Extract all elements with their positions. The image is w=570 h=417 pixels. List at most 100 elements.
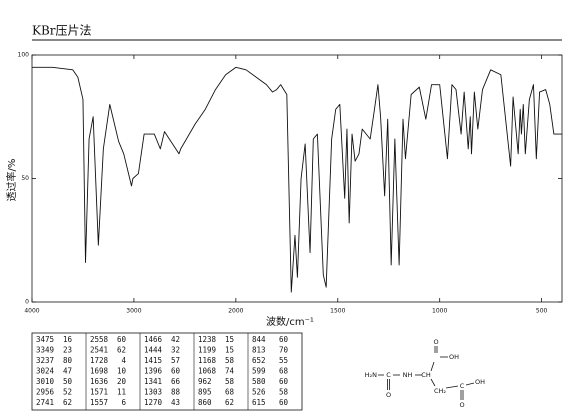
peak-wavenumber: 2541 [90, 346, 108, 355]
peak-transmittance: 80 [63, 356, 73, 365]
spectrum-line [32, 66, 562, 293]
y-tick-label: 50 [21, 175, 29, 182]
peak-wavenumber: 3237 [36, 356, 54, 365]
peak-transmittance: 88 [171, 388, 181, 397]
peak-wavenumber: 813 [252, 346, 266, 355]
peak-transmittance: 52 [63, 388, 72, 397]
peak-wavenumber: 860 [198, 398, 212, 407]
peak-wavenumber: 652 [252, 356, 266, 365]
x-tick-label: 500 [536, 308, 548, 315]
peak-table-frame [31, 332, 303, 411]
structure-label: O [433, 338, 438, 346]
peak-transmittance: 62 [225, 398, 234, 407]
peak-transmittance: 23 [63, 346, 72, 355]
peak-wavenumber: 2741 [36, 398, 54, 407]
peak-transmittance: 10 [117, 367, 127, 376]
x-axis-title: 波数/cm⁻¹ [266, 315, 314, 328]
peak-wavenumber: 3349 [36, 346, 54, 355]
peak-transmittance: 42 [171, 335, 180, 344]
peak-transmittance: 6 [121, 398, 126, 407]
peak-wavenumber: 526 [252, 388, 266, 397]
x-tick-label: 3000 [126, 308, 141, 315]
peak-wavenumber: 1238 [198, 335, 217, 344]
peak-wavenumber: 1199 [198, 346, 216, 355]
structure-label: CH [421, 371, 431, 379]
peak-transmittance: 47 [63, 367, 72, 376]
structure-label: C [386, 371, 391, 379]
bond [465, 382, 475, 386]
peak-transmittance: 60 [279, 398, 289, 407]
structure-label: O [386, 391, 391, 399]
peak-transmittance: 62 [63, 398, 72, 407]
peak-wavenumber: 2956 [36, 388, 55, 397]
peak-wavenumber: 3024 [36, 367, 55, 376]
peak-transmittance: 15 [225, 346, 234, 355]
peak-wavenumber: 895 [198, 388, 212, 397]
peak-wavenumber: 1415 [144, 356, 162, 365]
peak-wavenumber: 580 [252, 377, 266, 386]
peak-wavenumber: 3475 [36, 335, 54, 344]
peak-transmittance: 60 [279, 335, 289, 344]
peak-wavenumber: 1571 [90, 388, 108, 397]
peak-transmittance: 58 [279, 388, 289, 397]
peak-transmittance: 55 [279, 356, 288, 365]
peak-wavenumber: 599 [252, 367, 266, 376]
peak-transmittance: 57 [171, 356, 180, 365]
bond [445, 385, 459, 389]
peak-transmittance: 70 [279, 346, 289, 355]
peak-transmittance: 50 [63, 377, 73, 386]
peak-wavenumber: 3010 [36, 377, 55, 386]
x-tick-label: 1500 [330, 308, 345, 315]
bond [430, 378, 436, 387]
peak-transmittance: 60 [171, 367, 181, 376]
peak-transmittance: 32 [171, 346, 180, 355]
y-tick-label: 100 [18, 52, 30, 59]
peak-transmittance: 20 [117, 377, 127, 386]
peak-wavenumber: 1068 [198, 367, 217, 376]
x-tick-label: 1000 [432, 308, 447, 315]
peak-wavenumber: 1341 [144, 377, 162, 386]
peak-wavenumber: 1396 [144, 367, 163, 376]
structure-label: H₂N [365, 371, 377, 379]
peak-transmittance: 58 [225, 356, 235, 365]
peak-transmittance: 58 [225, 377, 235, 386]
structure-label: OH [475, 378, 485, 386]
peak-wavenumber: 1557 [90, 398, 108, 407]
peak-wavenumber: 1636 [90, 377, 109, 386]
peak-transmittance: 60 [279, 377, 289, 386]
peak-transmittance: 15 [225, 335, 234, 344]
structure-label: CH₂ [434, 387, 446, 395]
peak-wavenumber: 1444 [144, 346, 163, 355]
peak-wavenumber: 615 [252, 398, 266, 407]
peak-wavenumber: 844 [252, 335, 266, 344]
y-axis-title: 透过率/% [5, 159, 18, 202]
peak-transmittance: 66 [171, 377, 181, 386]
peak-wavenumber: 1270 [144, 398, 163, 407]
peak-transmittance: 68 [279, 367, 289, 376]
structure-label: OH [449, 353, 459, 361]
structure-label: O [459, 401, 464, 409]
structure: O OH H₂N C NH CH O CH₂ C OH O [365, 338, 485, 409]
structure-label: C [460, 382, 465, 390]
peak-wavenumber: 1168 [198, 356, 217, 365]
peak-transmittance: 74 [225, 367, 235, 376]
peak-transmittance: 43 [171, 398, 180, 407]
peak-wavenumber: 1303 [144, 388, 162, 397]
peak-transmittance: 4 [121, 356, 126, 365]
peak-wavenumber: 962 [198, 377, 212, 386]
peak-transmittance: 62 [117, 346, 126, 355]
peak-wavenumber: 1466 [144, 335, 163, 344]
structure-label: NH [403, 371, 413, 379]
peak-transmittance: 60 [117, 335, 127, 344]
bond [430, 361, 435, 372]
peak-transmittance: 11 [117, 388, 126, 397]
x-tick-label: 4000 [24, 308, 39, 315]
x-tick-label: 2000 [228, 308, 243, 315]
peak-transmittance: 16 [63, 335, 73, 344]
chart-title: KBr压片法 [32, 24, 92, 38]
peak-transmittance: 68 [225, 388, 235, 397]
y-tick-label: 0 [25, 299, 29, 306]
peak-wavenumber: 1698 [90, 367, 109, 376]
